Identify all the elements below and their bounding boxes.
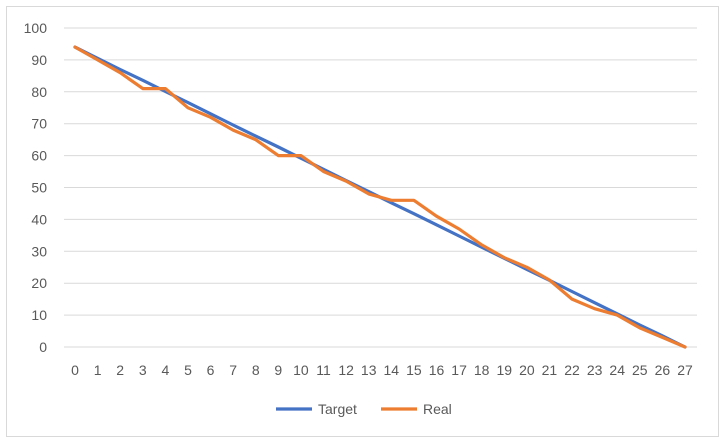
series-lines: [73, 45, 687, 349]
x-tick-label: 23: [587, 362, 603, 378]
x-tick-label: 10: [293, 362, 309, 378]
y-tick-label: 60: [31, 148, 47, 164]
series-line-real: [73, 45, 687, 349]
y-axis-labels: 0 10 20 30 40 50 60 70 80 90 100: [24, 20, 48, 355]
x-axis-labels: 0 1 2 3 4 5 6 7 8 9 10 11 12 13 14 15 16 17 18 19 20 21 22 23 24…: [71, 362, 693, 378]
x-tick-label: 9: [274, 362, 282, 378]
x-tick-label: 6: [207, 362, 215, 378]
x-tick-label: 19: [496, 362, 512, 378]
x-tick-label: 4: [161, 362, 169, 378]
x-tick-label: 2: [116, 362, 124, 378]
x-tick-label: 25: [632, 362, 648, 378]
y-tick-label: 20: [31, 275, 47, 291]
x-tick-label: 8: [252, 362, 260, 378]
y-tick-label: 30: [31, 243, 47, 259]
legend-label-real: Real: [423, 401, 452, 417]
y-tick-label: 0: [39, 339, 47, 355]
legend: Target Real: [276, 401, 452, 417]
y-tick-label: 100: [24, 20, 48, 36]
x-tick-label: 7: [229, 362, 237, 378]
y-tick-label: 70: [31, 116, 47, 132]
y-tick-label: 40: [31, 211, 47, 227]
x-tick-label: 11: [316, 362, 331, 378]
x-tick-label: 17: [451, 362, 467, 378]
legend-label-target: Target: [318, 401, 357, 417]
x-tick-label: 15: [406, 362, 422, 378]
x-tick-label: 1: [94, 362, 102, 378]
x-tick-label: 12: [338, 362, 354, 378]
x-tick-label: 0: [71, 362, 79, 378]
x-tick-label: 16: [429, 362, 445, 378]
y-tick-label: 10: [31, 307, 47, 323]
x-tick-label: 13: [361, 362, 377, 378]
y-tick-label: 80: [31, 84, 47, 100]
y-tick-label: 90: [31, 52, 47, 68]
x-tick-label: 22: [564, 362, 580, 378]
x-tick-label: 21: [542, 362, 558, 378]
gridlines: [64, 27, 697, 348]
x-tick-label: 5: [184, 362, 192, 378]
x-tick-label: 20: [519, 362, 535, 378]
x-tick-label: 18: [474, 362, 490, 378]
x-tick-label: 27: [677, 362, 693, 378]
x-tick-label: 3: [139, 362, 147, 378]
y-tick-label: 50: [31, 180, 47, 196]
x-tick-label: 24: [609, 362, 625, 378]
x-tick-label: 26: [655, 362, 671, 378]
x-tick-label: 14: [384, 362, 400, 378]
